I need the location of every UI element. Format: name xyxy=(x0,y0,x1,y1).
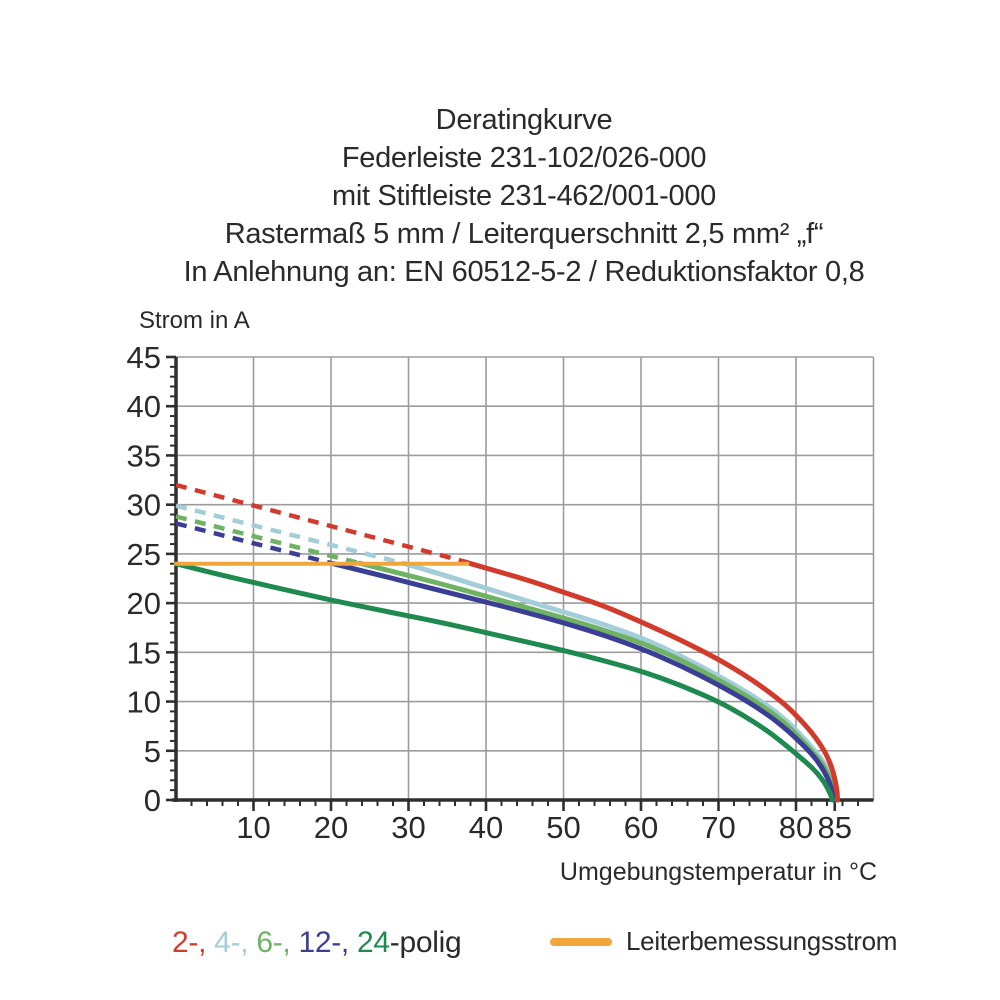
svg-text:50: 50 xyxy=(546,810,580,845)
svg-text:70: 70 xyxy=(701,810,735,845)
svg-text:0: 0 xyxy=(144,783,161,818)
legend-pole-label: 2-, xyxy=(172,926,215,959)
svg-text:25: 25 xyxy=(127,537,161,572)
svg-text:35: 35 xyxy=(127,438,161,473)
svg-text:20: 20 xyxy=(127,586,161,621)
svg-text:20: 20 xyxy=(314,810,348,845)
legend-pole-label: 4-, xyxy=(214,926,257,959)
svg-text:10: 10 xyxy=(127,685,161,720)
svg-text:5: 5 xyxy=(144,734,161,769)
svg-text:30: 30 xyxy=(391,810,425,845)
svg-text:80: 80 xyxy=(779,810,813,845)
title-line-1: Deratingkurve xyxy=(435,104,613,136)
svg-text:10: 10 xyxy=(236,810,270,845)
legend-pole-label: 12-, xyxy=(298,926,357,959)
svg-text:30: 30 xyxy=(127,488,161,523)
chart-title-block: Deratingkurve Federleiste 231-102/026-00… xyxy=(24,101,1000,291)
y-axis-title: Strom in A xyxy=(139,307,250,334)
legend-pole-label: 24 xyxy=(357,926,390,959)
title-line-3: mit Stiftleiste 231-462/001-000 xyxy=(331,180,717,212)
legend-poles: 2-, 4-, 6-, 12-, 24-polig xyxy=(172,926,462,960)
svg-text:40: 40 xyxy=(127,389,161,424)
legend-pole-label: 6-, xyxy=(256,926,299,959)
title-line-4: Rastermaß 5 mm / Leiterquerschnitt 2,5 m… xyxy=(224,218,824,250)
rated-current-swatch xyxy=(550,937,612,946)
title-line-2: Federleiste 231-102/026-000 xyxy=(341,142,707,174)
legend-rated-current: Leiterbemessungsstrom xyxy=(550,926,897,957)
title-line-5: In Anlehnung an: EN 60512-5-2 / Reduktio… xyxy=(183,256,865,288)
rated-current-label: Leiterbemessungsstrom xyxy=(626,926,898,956)
x-axis-title: Umgebungstemperatur in °C xyxy=(559,858,877,886)
svg-text:15: 15 xyxy=(127,635,161,670)
svg-text:45: 45 xyxy=(127,340,161,375)
legend-pole-label: -polig xyxy=(389,926,462,959)
svg-text:40: 40 xyxy=(469,810,503,845)
svg-text:85: 85 xyxy=(818,810,852,845)
svg-text:60: 60 xyxy=(624,810,658,845)
